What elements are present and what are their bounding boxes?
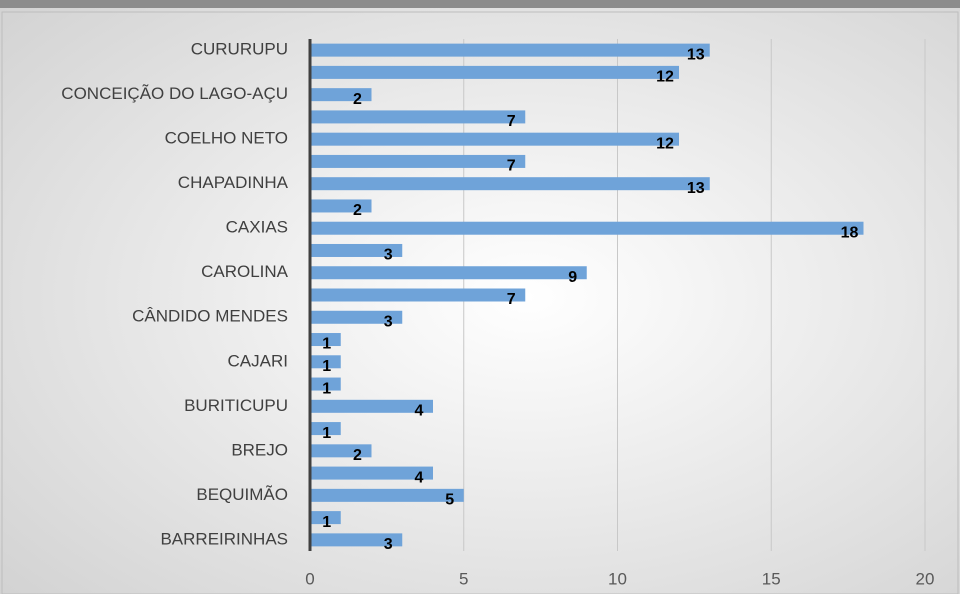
- bar: [310, 221, 864, 235]
- y-tick-label: CAROLINA: [201, 262, 289, 281]
- data-label: 7: [507, 158, 516, 175]
- data-label: 1: [322, 514, 331, 531]
- chart-border: [1, 11, 959, 594]
- data-label: 9: [568, 269, 577, 286]
- bar: [310, 177, 710, 191]
- data-label: 3: [384, 536, 393, 553]
- bar: [310, 65, 679, 79]
- bar: [310, 466, 433, 480]
- bar: [310, 533, 403, 547]
- y-tick-label: BARREIRINHAS: [160, 529, 288, 548]
- y-tick-label: BREJO: [231, 440, 288, 459]
- x-tick-label: 10: [608, 569, 627, 588]
- y-tick-label: CÂNDIDO MENDES: [132, 307, 288, 326]
- y-tick-label: BEQUIMÃO: [196, 485, 288, 504]
- data-label: 1: [322, 358, 331, 375]
- data-label: 2: [353, 202, 362, 219]
- bar: [310, 154, 526, 168]
- data-label: 4: [415, 403, 424, 420]
- bar: [310, 110, 526, 124]
- bar: [310, 377, 341, 391]
- data-label: 13: [687, 46, 705, 63]
- bar: [310, 43, 710, 57]
- data-label: 4: [415, 469, 424, 486]
- data-label: 5: [445, 492, 454, 509]
- bar: [310, 355, 341, 369]
- bar: [310, 488, 464, 502]
- data-label: 1: [322, 425, 331, 442]
- data-label: 2: [353, 447, 362, 464]
- data-label: 2: [353, 91, 362, 108]
- data-label: 1: [322, 380, 331, 397]
- data-label: 7: [507, 113, 516, 130]
- top-bar: [0, 0, 960, 8]
- x-tick-label: 20: [916, 569, 935, 588]
- data-label: 3: [384, 313, 393, 330]
- y-tick-label: CONCEIÇÃO DO LAGO-AÇU: [61, 84, 288, 103]
- bar: [310, 310, 403, 324]
- x-tick-label: 0: [305, 569, 314, 588]
- data-label: 13: [687, 180, 705, 197]
- data-label: 1: [322, 336, 331, 353]
- data-label: 18: [841, 224, 859, 241]
- bar: [310, 243, 403, 257]
- bar: [310, 333, 341, 347]
- data-label: 12: [656, 135, 674, 152]
- bar: [310, 444, 372, 458]
- bar: [310, 399, 433, 413]
- y-tick-label: CURURUPU: [191, 40, 288, 59]
- y-tick-label: CHAPADINHA: [178, 173, 289, 192]
- data-label: 7: [507, 291, 516, 308]
- x-tick-label: 15: [762, 569, 781, 588]
- bar: [310, 511, 341, 525]
- bar: [310, 88, 372, 102]
- bar: [310, 422, 341, 436]
- y-tick-label: COELHO NETO: [165, 129, 288, 148]
- data-label: 12: [656, 69, 674, 86]
- bar: [310, 132, 679, 146]
- bar: [310, 199, 372, 213]
- x-tick-label: 5: [459, 569, 468, 588]
- y-tick-label: CAXIAS: [226, 218, 288, 237]
- data-label: 3: [384, 247, 393, 264]
- bar: [310, 266, 587, 280]
- y-tick-label: CAJARI: [228, 351, 288, 370]
- bar: [310, 288, 526, 302]
- y-tick-label: BURITICUPU: [184, 396, 288, 415]
